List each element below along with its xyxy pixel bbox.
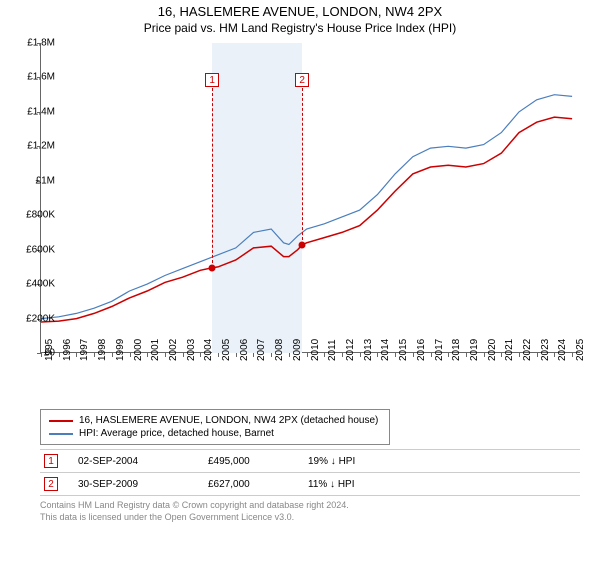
x-axis-label: 2009	[292, 339, 303, 361]
chart-marker: 1	[205, 73, 219, 87]
x-axis-label: 2003	[186, 339, 197, 361]
chart-area: 12 £0£200K£400K£600K£800K£1M£1.2M£1.4M£1…	[40, 43, 600, 403]
legend-item: HPI: Average price, detached house, Barn…	[49, 427, 381, 440]
x-axis-label: 1996	[62, 339, 73, 361]
x-axis-label: 2008	[274, 339, 285, 361]
y-axis-label: £400K	[26, 279, 55, 290]
x-axis-label: 2000	[133, 339, 144, 361]
legend-item: 16, HASLEMERE AVENUE, LONDON, NW4 2PX (d…	[49, 414, 381, 427]
x-axis-label: 2015	[398, 339, 409, 361]
legend: 16, HASLEMERE AVENUE, LONDON, NW4 2PX (d…	[40, 409, 390, 445]
y-axis-label: £1.8M	[27, 38, 55, 49]
x-axis-label: 1999	[115, 339, 126, 361]
y-axis-label: £1.4M	[27, 106, 55, 117]
y-axis-label: £800K	[26, 210, 55, 221]
row-price: £495,000	[208, 456, 288, 467]
x-axis-label: 2002	[168, 339, 179, 361]
x-axis-label: 2011	[327, 339, 338, 361]
footer: Contains HM Land Registry data © Crown c…	[40, 500, 600, 523]
x-axis-label: 2024	[557, 339, 568, 361]
x-axis-label: 2004	[203, 339, 214, 361]
legend-label: HPI: Average price, detached house, Barn…	[79, 428, 274, 439]
y-axis-label: £1.6M	[27, 72, 55, 83]
y-axis-label: £1M	[36, 175, 55, 186]
chart-container: 16, HASLEMERE AVENUE, LONDON, NW4 2PX Pr…	[0, 4, 600, 564]
chart-lines	[41, 43, 581, 353]
x-axis-label: 2017	[434, 339, 445, 361]
footer-line: Contains HM Land Registry data © Crown c…	[40, 500, 600, 512]
x-axis-label: 2019	[469, 339, 480, 361]
legend-swatch	[49, 420, 73, 422]
chart-subtitle: Price paid vs. HM Land Registry's House …	[0, 21, 600, 35]
y-axis-label: £600K	[26, 244, 55, 255]
row-pct: 11% ↓ HPI	[308, 479, 418, 490]
x-axis-label: 2013	[363, 339, 374, 361]
chart-marker: 2	[295, 73, 309, 87]
row-pct: 19% ↓ HPI	[308, 456, 418, 467]
x-axis-label: 2005	[221, 339, 232, 361]
chart-title: 16, HASLEMERE AVENUE, LONDON, NW4 2PX	[0, 4, 600, 19]
x-axis-label: 2016	[416, 339, 427, 361]
x-axis-label: 2025	[575, 339, 586, 361]
x-axis-label: 2006	[239, 339, 250, 361]
price-table: 1 02-SEP-2004 £495,000 19% ↓ HPI 2 30-SE…	[40, 449, 580, 496]
x-axis-label: 1995	[44, 339, 55, 361]
footer-line: This data is licensed under the Open Gov…	[40, 512, 600, 524]
row-price: £627,000	[208, 479, 288, 490]
x-axis-label: 2018	[451, 339, 462, 361]
x-axis-label: 2010	[310, 339, 321, 361]
x-axis-label: 2023	[540, 339, 551, 361]
row-date: 02-SEP-2004	[78, 456, 188, 467]
row-marker: 2	[44, 477, 58, 491]
x-axis-label: 1998	[97, 339, 108, 361]
y-axis-label: £200K	[26, 313, 55, 324]
row-marker: 1	[44, 454, 58, 468]
x-axis-label: 2022	[522, 339, 533, 361]
x-axis-label: 2007	[256, 339, 267, 361]
plot-region: 12	[40, 43, 580, 353]
legend-label: 16, HASLEMERE AVENUE, LONDON, NW4 2PX (d…	[79, 415, 378, 426]
x-axis-label: 2020	[487, 339, 498, 361]
row-date: 30-SEP-2009	[78, 479, 188, 490]
x-axis-label: 2001	[150, 339, 161, 361]
legend-swatch	[49, 433, 73, 435]
x-axis-label: 2014	[380, 339, 391, 361]
x-axis-label: 2021	[504, 339, 515, 361]
table-row: 1 02-SEP-2004 £495,000 19% ↓ HPI	[40, 450, 580, 473]
table-row: 2 30-SEP-2009 £627,000 11% ↓ HPI	[40, 473, 580, 496]
x-axis-label: 2012	[345, 339, 356, 361]
y-axis-label: £1.2M	[27, 141, 55, 152]
x-axis-label: 1997	[79, 339, 90, 361]
